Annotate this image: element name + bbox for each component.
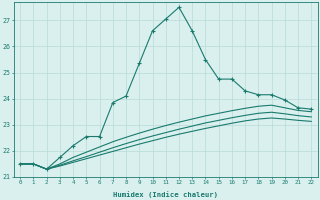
X-axis label: Humidex (Indice chaleur): Humidex (Indice chaleur) [113,191,218,198]
